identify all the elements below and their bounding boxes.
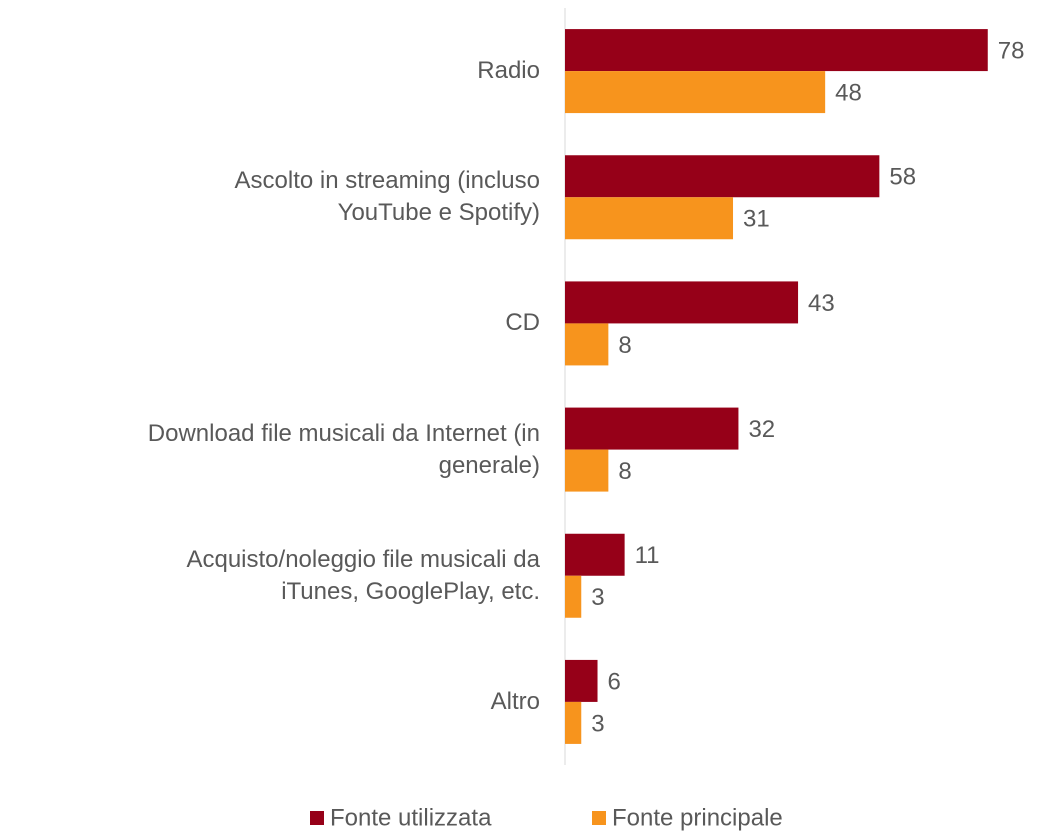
category-label: Acquisto/noleggio file musicali da iTune… bbox=[186, 545, 540, 605]
value-label: 78 bbox=[998, 37, 1025, 64]
bar bbox=[565, 71, 826, 114]
value-label: 11 bbox=[635, 542, 660, 569]
bar bbox=[565, 575, 582, 618]
category-label: Ascolto in streaming (incluso YouTube e … bbox=[234, 167, 540, 227]
value-label: 3 bbox=[591, 710, 604, 737]
value-label: 8 bbox=[618, 458, 631, 485]
bar bbox=[565, 323, 609, 366]
value-label: 43 bbox=[808, 290, 835, 317]
value-label: 32 bbox=[748, 416, 775, 443]
bar bbox=[565, 197, 734, 240]
category-label: CD bbox=[505, 309, 540, 337]
bar bbox=[565, 407, 739, 450]
value-label: 3 bbox=[591, 584, 604, 611]
value-label: 31 bbox=[743, 206, 770, 233]
value-label: 48 bbox=[835, 79, 862, 106]
bar bbox=[565, 533, 625, 576]
legend-label: Fonte utilizzata bbox=[330, 804, 492, 831]
category-label: Download file musicali da Internet (in g… bbox=[147, 419, 540, 479]
value-label: 58 bbox=[889, 164, 916, 191]
category-label: Radio bbox=[477, 57, 540, 85]
value-label: 6 bbox=[608, 668, 621, 695]
bar bbox=[565, 155, 880, 198]
bar bbox=[565, 659, 598, 702]
legend-swatch bbox=[310, 811, 324, 825]
legend-swatch bbox=[592, 811, 606, 825]
category-label: Altro bbox=[490, 687, 540, 715]
legend-label: Fonte principale bbox=[612, 804, 783, 831]
bar bbox=[565, 701, 582, 744]
bar bbox=[565, 29, 988, 72]
value-label: 8 bbox=[618, 332, 631, 359]
bar bbox=[565, 281, 799, 324]
bar bbox=[565, 449, 609, 492]
